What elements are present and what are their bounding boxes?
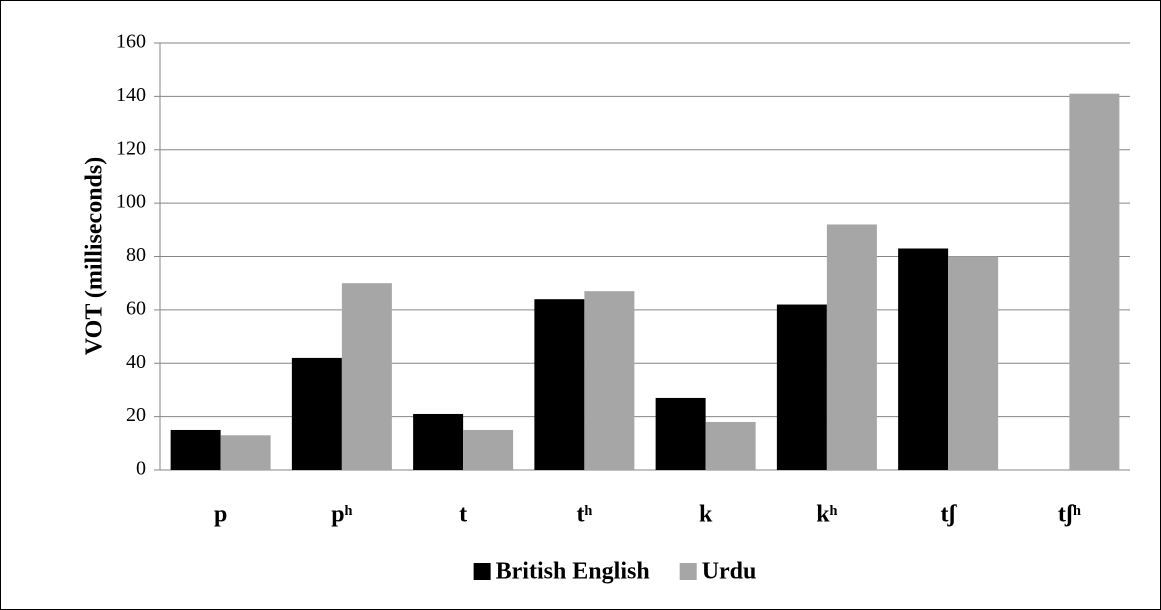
bar xyxy=(413,413,464,470)
y-tick-label: 20 xyxy=(126,404,146,426)
bar xyxy=(898,248,949,470)
y-tick-label: 120 xyxy=(116,137,146,159)
legend-label: Urdu xyxy=(702,559,757,585)
legend-swatch xyxy=(473,563,491,580)
legend-swatch xyxy=(679,563,697,580)
x-tick-label: tʰ xyxy=(576,502,592,528)
bar xyxy=(291,357,342,470)
bar xyxy=(1069,93,1120,471)
bar xyxy=(948,256,999,470)
x-tick-label: p xyxy=(214,502,227,528)
bar xyxy=(170,429,221,470)
y-tick-label: 40 xyxy=(126,351,146,373)
bar xyxy=(826,224,877,470)
y-tick-label: 160 xyxy=(116,31,146,53)
bar xyxy=(534,299,585,470)
bar xyxy=(463,429,514,470)
bar xyxy=(776,304,827,470)
y-tick-label: 60 xyxy=(126,297,146,319)
x-tick-label: k xyxy=(699,502,713,528)
x-tick-label: tʃʰ xyxy=(1058,502,1081,528)
x-tick-label: tʃ xyxy=(941,502,958,528)
x-tick-label: t xyxy=(459,502,467,528)
y-axis-label: VOT (milliseconds) xyxy=(82,157,108,355)
bar xyxy=(220,435,271,470)
bar xyxy=(705,421,756,470)
bar xyxy=(341,283,392,470)
bar xyxy=(584,291,635,470)
y-tick-label: 140 xyxy=(116,84,146,106)
x-tick-label: pʰ xyxy=(331,502,352,528)
bar xyxy=(655,397,706,470)
y-tick-label: 100 xyxy=(116,191,146,213)
y-tick-label: 0 xyxy=(136,458,146,480)
legend-label: British English xyxy=(496,559,650,585)
y-tick-label: 80 xyxy=(126,244,146,266)
x-tick-label: kʰ xyxy=(816,502,837,528)
